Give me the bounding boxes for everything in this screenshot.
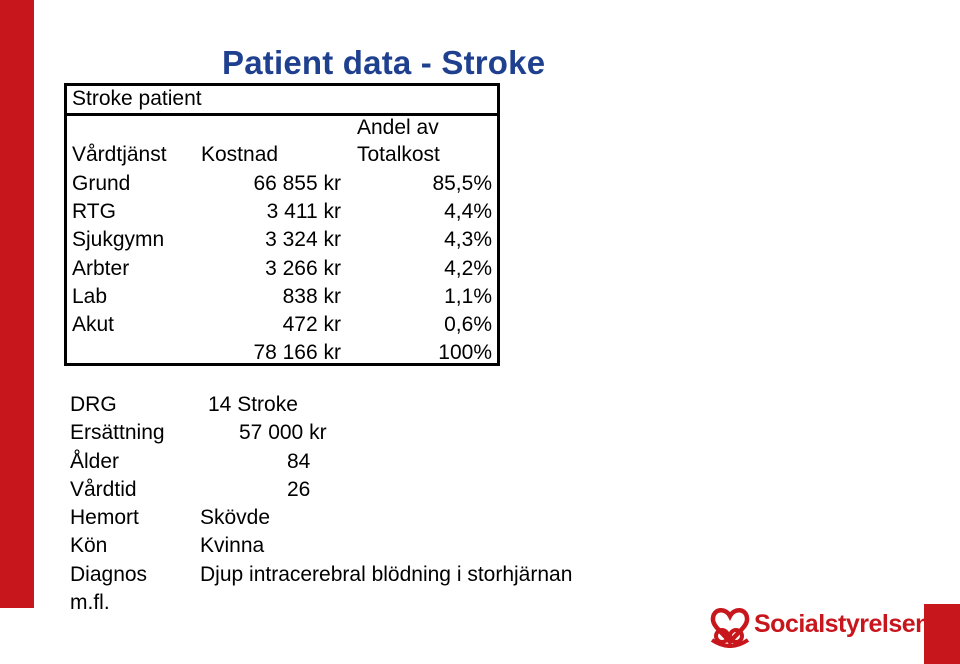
hemort-value: Skövde: [200, 506, 271, 529]
header-share-line1: Andel av: [357, 116, 439, 139]
header-share-line2: Totalkost: [357, 143, 440, 166]
row-service: RTG: [72, 200, 116, 223]
socialstyrelsen-heart-logo-icon: [710, 608, 750, 648]
page-title: Patient data - Stroke: [222, 44, 546, 81]
row-cost: 3 411 kr: [266, 200, 341, 223]
kon-value: Kvinna: [200, 534, 265, 557]
alder-label: Ålder: [70, 450, 120, 473]
diagnos-label: Diagnos: [70, 563, 148, 586]
mfl-label: m.fl.: [70, 591, 110, 614]
row-service: Grund: [72, 172, 131, 195]
row-service: Arbter: [72, 257, 130, 280]
total-cost: 78 166 kr: [253, 341, 341, 364]
table-caption: Stroke patient: [72, 87, 202, 110]
diagnos-value: Djup intracerebral blödning i storhjärna…: [200, 563, 573, 586]
ersattning-value: 57 000 kr: [239, 421, 327, 444]
right-red-bar: [924, 604, 960, 664]
row-cost: 3 324 kr: [265, 228, 341, 251]
row-share: 4,4%: [444, 200, 492, 223]
row-share: 4,3%: [444, 228, 492, 251]
drg-value: 14 Stroke: [208, 393, 298, 416]
row-share: 4,2%: [444, 257, 492, 280]
row-service: Akut: [72, 313, 115, 336]
row-service: Lab: [72, 285, 108, 308]
hemort-label: Hemort: [70, 506, 139, 529]
drg-label: DRG: [70, 393, 117, 416]
row-service: Sjukgymn: [72, 228, 165, 251]
header-service: Vårdtjänst: [72, 143, 167, 166]
logo-text: Socialstyrelsen: [754, 610, 930, 638]
total-share: 100%: [438, 341, 492, 364]
row-share: 1,1%: [444, 285, 492, 308]
row-cost: 66 855 kr: [253, 172, 341, 195]
row-share: 85,5%: [432, 172, 492, 195]
alder-value: 84: [287, 450, 311, 473]
header-cost: Kostnad: [201, 143, 279, 166]
row-cost: 3 266 kr: [265, 257, 341, 280]
row-cost: 838 kr: [282, 285, 341, 308]
row-share: 0,6%: [444, 313, 492, 336]
ersattning-label: Ersättning: [70, 421, 165, 444]
kon-label: Kön: [70, 534, 108, 557]
table-divider: [67, 113, 497, 116]
vardtid-value: 26: [287, 478, 311, 501]
left-red-bar: [0, 0, 34, 608]
row-cost: 472 kr: [282, 313, 341, 336]
vardtid-label: Vårdtid: [70, 478, 137, 501]
cost-table: Stroke patient Andel av Vårdtjänst Kostn…: [64, 83, 500, 366]
socialstyrelsen-logo: Socialstyrelsen: [708, 604, 930, 648]
